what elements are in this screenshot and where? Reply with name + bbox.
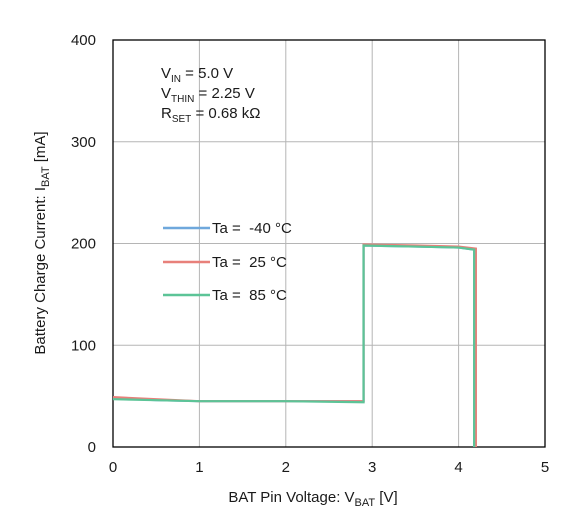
series-lines [112,243,477,447]
x-tick-label-3: 3 [368,459,376,476]
annotation-block: VIN = 5.0 V VTHIN = 2.25 V RSET = 0.68 k… [161,65,260,125]
plot-border [112,39,546,448]
x-tick-labels: 0 1 2 3 4 5 [109,459,549,476]
x-tick-label-1: 1 [195,459,203,476]
plot-frame [112,39,546,448]
x-tick-label-2: 2 [282,459,290,476]
x-tick-label-5: 5 [541,459,549,476]
series-line-0 [112,244,476,447]
legend-label-minus40: Ta = -40 °C [212,220,292,237]
y-tick-labels: 0 100 200 300 400 [71,32,96,456]
series-line-1 [112,243,477,447]
x-tick-label-0: 0 [109,459,117,476]
y-axis-label: Battery Charge Current: IBAT [mA] [32,131,52,354]
annotation-vin: VIN = 5.0 V [161,65,233,85]
annotation-rset: RSET = 0.68 kΩ [161,105,260,125]
series-line-2 [112,244,476,447]
legend: Ta = -40 °C Ta = 25 °C Ta = 85 °C [163,220,292,304]
x-tick-label-4: 4 [454,459,462,476]
y-tick-label-1: 100 [71,337,96,354]
annotation-vthin: VTHIN = 2.25 V [161,85,255,105]
legend-label-25: Ta = 25 °C [212,254,287,271]
y-tick-label-3: 300 [71,134,96,151]
y-tick-label-4: 400 [71,32,96,49]
x-axis-label: BAT Pin Voltage: VBAT [V] [228,489,397,508]
y-tick-label-2: 200 [71,236,96,253]
legend-label-85: Ta = 85 °C [212,287,287,304]
y-tick-label-0: 0 [88,439,96,456]
